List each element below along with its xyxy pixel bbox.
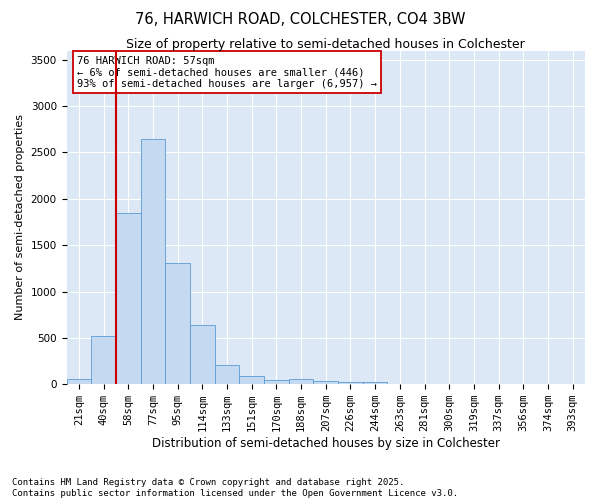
Bar: [190, 325, 215, 384]
Bar: [289, 379, 313, 384]
Bar: [264, 380, 289, 384]
X-axis label: Distribution of semi-detached houses by size in Colchester: Distribution of semi-detached houses by …: [152, 437, 500, 450]
Bar: [215, 365, 239, 384]
Bar: [91, 336, 116, 384]
Bar: [67, 379, 91, 384]
Bar: [165, 263, 190, 384]
Bar: [140, 138, 165, 384]
Text: 76 HARWICH ROAD: 57sqm
← 6% of semi-detached houses are smaller (446)
93% of sem: 76 HARWICH ROAD: 57sqm ← 6% of semi-deta…: [77, 56, 377, 88]
Title: Size of property relative to semi-detached houses in Colchester: Size of property relative to semi-detach…: [127, 38, 525, 51]
Bar: [116, 212, 140, 384]
Text: 76, HARWICH ROAD, COLCHESTER, CO4 3BW: 76, HARWICH ROAD, COLCHESTER, CO4 3BW: [135, 12, 465, 28]
Bar: [338, 382, 363, 384]
Bar: [313, 381, 338, 384]
Text: Contains HM Land Registry data © Crown copyright and database right 2025.
Contai: Contains HM Land Registry data © Crown c…: [12, 478, 458, 498]
Bar: [239, 376, 264, 384]
Bar: [363, 382, 388, 384]
Y-axis label: Number of semi-detached properties: Number of semi-detached properties: [15, 114, 25, 320]
